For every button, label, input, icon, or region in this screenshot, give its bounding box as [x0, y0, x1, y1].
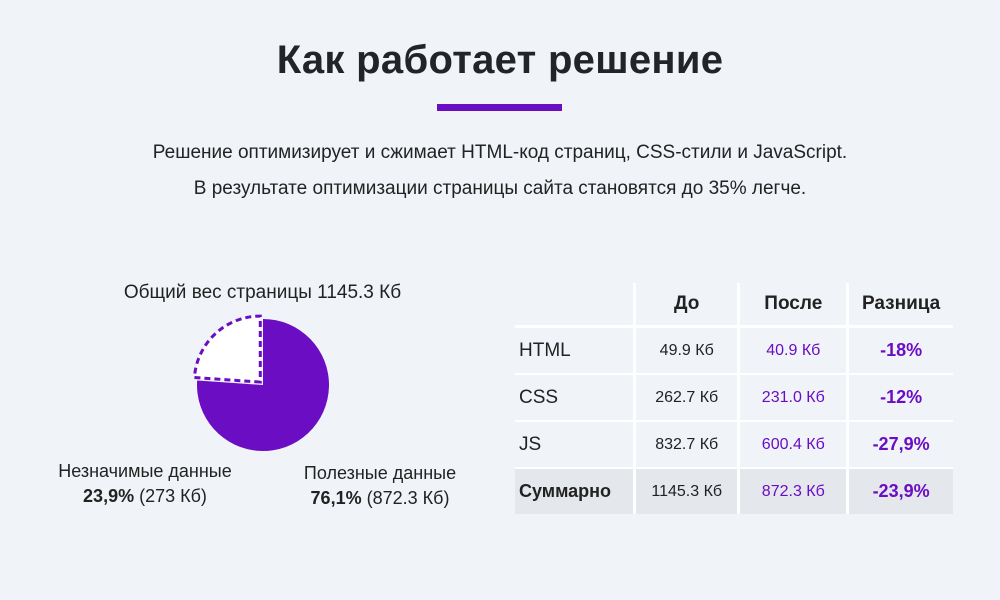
- table-row: HTML 49.9 Кб 40.9 Кб -18%: [515, 326, 953, 375]
- legend-useful-percent: 76,1%: [310, 488, 362, 508]
- legend-insignificant-size: (273 Кб): [139, 486, 207, 506]
- legend-useful: Полезные данные 76,1% (872.3 Кб): [280, 462, 480, 512]
- row-label: HTML: [515, 326, 635, 375]
- row-diff: -27,9%: [846, 421, 953, 469]
- description-line-2: В результате оптимизации страницы сайта …: [193, 178, 807, 199]
- page-title: Как работает решение: [276, 38, 724, 82]
- legend-insignificant: Незначимые данные 23,9% (273 Кб): [40, 460, 250, 510]
- pie-slice-insignificant: [192, 314, 262, 384]
- table-header-before: До: [633, 283, 739, 328]
- comparison-table: До После Разница HTML 49.9 Кб 40.9 Кб -1…: [515, 283, 953, 514]
- row-before: 262.7 Кб: [633, 374, 739, 422]
- legend-useful-size: (872.3 Кб): [366, 488, 450, 508]
- pie-chart: [192, 314, 329, 451]
- table-header-diff: Разница: [846, 283, 953, 328]
- table-row: JS 832.7 Кб 600.4 Кб -27,9%: [515, 421, 953, 469]
- row-diff: -12%: [846, 374, 953, 422]
- row-before: 1145.3 Кб: [633, 468, 739, 514]
- row-after: 231.0 Кб: [737, 374, 848, 422]
- row-after: 600.4 Кб: [737, 421, 848, 469]
- table-row: CSS 262.7 Кб 231.0 Кб -12%: [515, 374, 953, 422]
- table-header-after: После: [737, 283, 848, 328]
- row-after: 40.9 Кб: [737, 326, 848, 375]
- description-line-1: Решение оптимизирует и сжимает HTML-код …: [152, 142, 848, 163]
- row-diff: -23,9%: [846, 468, 953, 514]
- row-label: CSS: [515, 374, 635, 422]
- row-after: 872.3 Кб: [737, 468, 848, 514]
- legend-insignificant-name: Незначимые данные: [58, 461, 232, 481]
- row-before: 49.9 Кб: [633, 326, 739, 375]
- table-header-empty: [515, 283, 635, 328]
- row-diff: -18%: [846, 326, 953, 375]
- table-row-total: Суммарно 1145.3 Кб 872.3 Кб -23,9%: [515, 468, 953, 514]
- row-label: JS: [515, 421, 635, 469]
- pie-chart-title: Общий вес страницы 1145.3 Кб: [123, 282, 402, 303]
- row-before: 832.7 Кб: [633, 421, 739, 469]
- legend-useful-name: Полезные данные: [303, 463, 457, 483]
- row-label: Суммарно: [515, 468, 635, 514]
- table-header-row: До После Разница: [515, 283, 953, 328]
- legend-insignificant-percent: 23,9%: [83, 486, 135, 506]
- pie-slice-useful: [197, 319, 329, 451]
- title-underline: [437, 104, 562, 111]
